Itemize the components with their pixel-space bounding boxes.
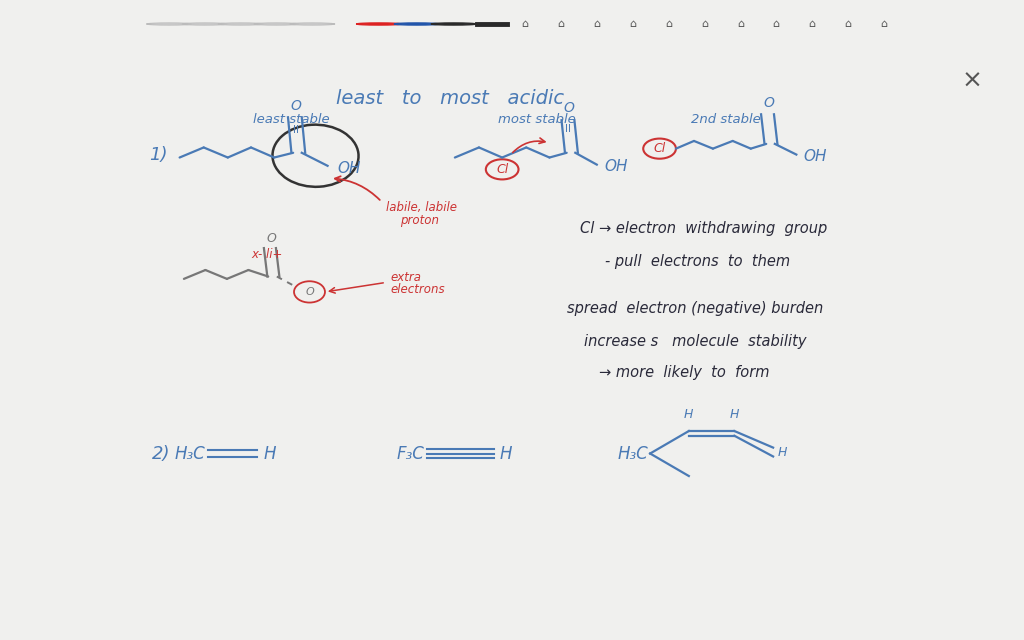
Text: H: H [777,446,786,459]
Circle shape [290,23,335,25]
Text: F₃C: F₃C [397,445,425,463]
Text: 2nd stable: 2nd stable [691,113,761,125]
Text: Cl: Cl [496,163,508,176]
Text: O: O [290,99,301,113]
Text: O: O [564,102,574,115]
Text: H: H [500,445,512,463]
Text: ⌂: ⌂ [701,19,708,29]
Circle shape [254,23,299,25]
Text: ⌂: ⌂ [666,19,672,29]
Text: ⌂: ⌂ [809,19,815,29]
Text: least   to   most   acidic: least to most acidic [337,89,564,108]
Text: II: II [293,125,299,135]
Text: Cl → electron  withdrawing  group: Cl → electron withdrawing group [580,221,826,236]
Text: 1): 1) [150,145,168,164]
Text: ×: × [962,68,982,93]
Circle shape [218,23,263,25]
Text: proton: proton [399,214,439,227]
Circle shape [431,23,476,25]
Circle shape [182,23,227,25]
Text: II: II [565,124,571,134]
Text: O: O [763,95,774,109]
Text: → more  likely  to  form: → more likely to form [599,365,770,380]
Text: OH: OH [803,149,826,164]
Text: O: O [305,287,314,297]
Text: H: H [264,445,276,463]
Text: ⌂: ⌂ [881,19,887,29]
Text: ⌂: ⌂ [558,19,564,29]
Text: 2): 2) [153,445,171,463]
Text: ⌂: ⌂ [845,19,851,29]
Text: spread  electron (negative) burden: spread electron (negative) burden [566,301,823,316]
Text: least stable: least stable [253,113,330,125]
Text: H: H [683,408,692,421]
Text: most stable: most stable [498,113,575,125]
Circle shape [146,23,191,25]
Text: OH: OH [604,159,628,175]
Text: ⌂: ⌂ [522,19,528,29]
Text: electrons: electrons [390,283,445,296]
Text: ⌂: ⌂ [773,19,779,29]
Text: increase s   molecule  stability: increase s molecule stability [584,333,806,349]
Text: labile, labile: labile, labile [386,202,457,214]
Text: O: O [266,232,276,244]
Circle shape [394,23,439,25]
Text: ⌂: ⌂ [630,19,636,29]
Text: x- li+: x- li+ [252,248,283,261]
Circle shape [356,23,401,25]
Text: H₃C: H₃C [175,445,206,463]
Text: - pull  electrons  to  them: - pull electrons to them [605,253,791,269]
Text: H₃C: H₃C [617,445,648,463]
Text: Cl: Cl [653,142,666,155]
Text: extra: extra [390,271,421,284]
Text: ⌂: ⌂ [594,19,600,29]
Text: ⌂: ⌂ [737,19,743,29]
Text: H: H [730,408,739,421]
Text: OH: OH [338,161,361,175]
